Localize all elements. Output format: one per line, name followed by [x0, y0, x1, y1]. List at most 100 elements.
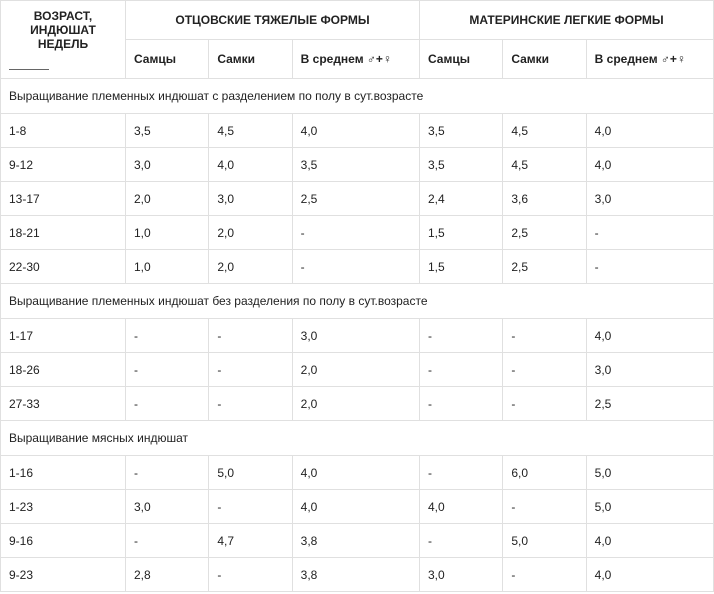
cell-maternal-avg: 4,0 [586, 319, 713, 353]
cell-paternal-avg: - [292, 250, 419, 284]
cell-paternal-female: - [209, 558, 292, 592]
cell-maternal-male: - [419, 319, 502, 353]
cell-paternal-female: 4,5 [209, 114, 292, 148]
cell-maternal-avg: 4,0 [586, 114, 713, 148]
cell-paternal-male: - [125, 387, 208, 421]
cell-paternal-avg: 4,0 [292, 456, 419, 490]
cell-maternal-male: - [419, 456, 502, 490]
col-group-paternal: ОТЦОВСКИЕ ТЯЖЕЛЫЕ ФОРМЫ [125, 1, 419, 40]
section-title: Выращивание мясных индюшат [1, 421, 714, 456]
cell-maternal-female: 4,5 [503, 114, 586, 148]
table-row: 18-211,02,0-1,52,5- [1, 216, 714, 250]
cell-maternal-avg: - [586, 216, 713, 250]
col-maternal-female: Самки [503, 40, 586, 79]
table-row: 18-26--2,0--3,0 [1, 353, 714, 387]
cell-paternal-avg: - [292, 216, 419, 250]
col-group-maternal: МАТЕРИНСКИЕ ЛЕГКИЕ ФОРМЫ [419, 1, 713, 40]
cell-paternal-avg: 3,5 [292, 148, 419, 182]
cell-age: 1-8 [1, 114, 126, 148]
section-row: Выращивание племенных индюшат с разделен… [1, 79, 714, 114]
col-age-header: ВОЗРАСТ, ИНДЮШАТ НЕДЕЛЬ [1, 1, 126, 79]
cell-paternal-male: 2,8 [125, 558, 208, 592]
cell-maternal-avg: 5,0 [586, 456, 713, 490]
cell-maternal-male: - [419, 353, 502, 387]
cell-maternal-male: 1,5 [419, 216, 502, 250]
col-paternal-avg: В среднем ♂+♀ [292, 40, 419, 79]
col-maternal-male: Самцы [419, 40, 502, 79]
cell-maternal-female: 3,6 [503, 182, 586, 216]
cell-paternal-female: 2,0 [209, 250, 292, 284]
cell-maternal-female: 5,0 [503, 524, 586, 558]
cell-paternal-female: 5,0 [209, 456, 292, 490]
cell-age: 9-16 [1, 524, 126, 558]
cell-paternal-male: - [125, 456, 208, 490]
cell-age: 18-26 [1, 353, 126, 387]
cell-age: 13-17 [1, 182, 126, 216]
cell-paternal-avg: 3,8 [292, 524, 419, 558]
cell-paternal-female: 2,0 [209, 216, 292, 250]
cell-paternal-female: - [209, 387, 292, 421]
table-row: 1-83,54,54,03,54,54,0 [1, 114, 714, 148]
cell-paternal-female: 3,0 [209, 182, 292, 216]
cell-maternal-avg: 5,0 [586, 490, 713, 524]
cell-paternal-male: 3,0 [125, 490, 208, 524]
col-paternal-female: Самки [209, 40, 292, 79]
cell-paternal-male: 3,0 [125, 148, 208, 182]
cell-maternal-avg: 2,5 [586, 387, 713, 421]
section-row: Выращивание мясных индюшат [1, 421, 714, 456]
cell-paternal-male: - [125, 524, 208, 558]
cell-maternal-female: 2,5 [503, 250, 586, 284]
section-title: Выращивание племенных индюшат без раздел… [1, 284, 714, 319]
col-maternal-avg: В среднем ♂+♀ [586, 40, 713, 79]
cell-maternal-male: - [419, 387, 502, 421]
cell-maternal-male: 3,5 [419, 114, 502, 148]
age-caption-line1: ВОЗРАСТ, [34, 9, 92, 23]
cell-paternal-female: - [209, 490, 292, 524]
cell-maternal-female: - [503, 490, 586, 524]
cell-maternal-male: - [419, 524, 502, 558]
cell-paternal-male: 3,5 [125, 114, 208, 148]
cell-paternal-male: 2,0 [125, 182, 208, 216]
cell-maternal-male: 3,5 [419, 148, 502, 182]
table-row: 9-232,8-3,83,0-4,0 [1, 558, 714, 592]
cell-maternal-male: 1,5 [419, 250, 502, 284]
cell-paternal-avg: 4,0 [292, 490, 419, 524]
cell-age: 9-12 [1, 148, 126, 182]
table-row: 9-16-4,73,8-5,04,0 [1, 524, 714, 558]
section-row: Выращивание племенных индюшат без раздел… [1, 284, 714, 319]
cell-maternal-female: - [503, 387, 586, 421]
cell-paternal-male: 1,0 [125, 250, 208, 284]
cell-paternal-avg: 2,0 [292, 387, 419, 421]
cell-maternal-female: - [503, 558, 586, 592]
cell-age: 1-17 [1, 319, 126, 353]
cell-maternal-female: 4,5 [503, 148, 586, 182]
cell-maternal-avg: 3,0 [586, 353, 713, 387]
section-title: Выращивание племенных индюшат с разделен… [1, 79, 714, 114]
cell-paternal-avg: 3,0 [292, 319, 419, 353]
cell-age: 22-30 [1, 250, 126, 284]
col-paternal-male: Самцы [125, 40, 208, 79]
cell-paternal-female: 4,0 [209, 148, 292, 182]
cell-maternal-male: 2,4 [419, 182, 502, 216]
cell-paternal-male: 1,0 [125, 216, 208, 250]
cell-age: 18-21 [1, 216, 126, 250]
density-table: ВОЗРАСТ, ИНДЮШАТ НЕДЕЛЬ ОТЦОВСКИЕ ТЯЖЕЛЫ… [0, 0, 714, 592]
age-caption-line3: НЕДЕЛЬ [38, 37, 88, 51]
table-row: 1-17--3,0--4,0 [1, 319, 714, 353]
age-divider [9, 69, 49, 70]
table-row: 1-16-5,04,0-6,05,0 [1, 456, 714, 490]
cell-paternal-avg: 3,8 [292, 558, 419, 592]
age-caption-line2: ИНДЮШАТ [30, 23, 96, 37]
cell-age: 1-16 [1, 456, 126, 490]
cell-maternal-male: 4,0 [419, 490, 502, 524]
cell-maternal-avg: 4,0 [586, 148, 713, 182]
cell-paternal-female: 4,7 [209, 524, 292, 558]
cell-maternal-avg: - [586, 250, 713, 284]
table-row: 9-123,04,03,53,54,54,0 [1, 148, 714, 182]
cell-paternal-female: - [209, 319, 292, 353]
cell-age: 27-33 [1, 387, 126, 421]
cell-age: 9-23 [1, 558, 126, 592]
cell-maternal-avg: 3,0 [586, 182, 713, 216]
cell-age: 1-23 [1, 490, 126, 524]
table-row: 22-301,02,0-1,52,5- [1, 250, 714, 284]
